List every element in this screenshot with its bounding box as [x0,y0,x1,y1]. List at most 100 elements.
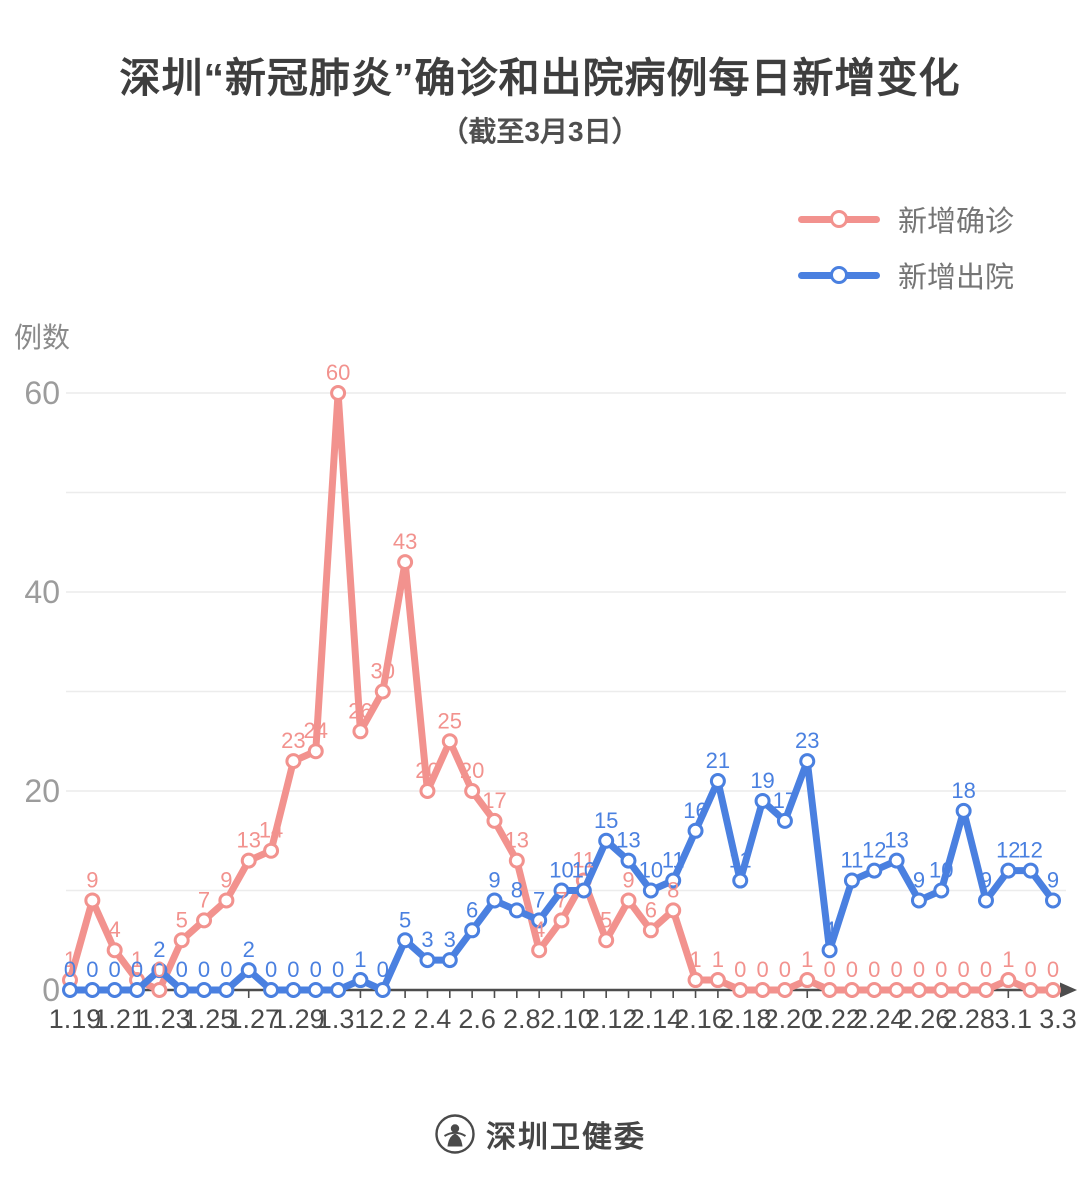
discharged-point [799,753,816,770]
x-tick-label: 2.2 [369,1004,407,1034]
confirmed-point-label: 7 [198,887,210,912]
confirmed-point [1045,982,1061,998]
discharged-point-label: 3 [421,927,433,952]
discharged-point [776,812,793,829]
discharged-point [709,773,726,790]
discharged-point-label: 2 [243,937,255,962]
discharged-point-label: 10 [929,858,953,883]
confirmed-point-label: 20 [415,758,439,783]
discharged-point-label: 0 [64,957,76,982]
discharged-point-label: 4 [823,917,835,942]
confirmed-point-label: 60 [326,360,350,385]
discharged-point [754,792,771,809]
x-tick-label: 2.20 [764,1004,817,1034]
x-tick-label: 2.12 [585,1004,638,1034]
x-tick-label: 2.6 [458,1004,496,1034]
confirmed-point [933,982,950,998]
confirmed-point-label: 0 [868,957,880,982]
discharged-point-label: 0 [377,957,389,982]
discharged-point-label: 18 [951,778,975,803]
confirmed-point-label: 0 [846,957,858,982]
confirmed-point-label: 0 [779,957,791,982]
discharged-point-label: 12 [862,838,886,863]
discharged-point [821,942,838,959]
confirmed-point-label: 1 [64,947,76,972]
legend-label-confirmed: 新增确诊 [897,206,1014,238]
discharged-point-label: 10 [639,858,663,883]
discharged-point [955,802,972,819]
confirmed-point-label: 13 [236,828,260,853]
confirmed-point-label: 0 [153,957,165,982]
x-tick-label: 2.24 [853,1004,906,1034]
discharged-point-label: 19 [750,768,774,793]
confirmed-point-label: 6 [645,897,657,922]
footer-brand: 深圳卫健委 [0,1112,1080,1156]
legend: 新增确诊 新增出院 [797,198,1014,296]
confirmed-point [486,812,503,829]
confirmed-point [464,783,481,799]
discharged-point [888,852,905,869]
confirmed-point [263,842,280,859]
discharged-point-label: 3 [444,927,456,952]
confirmed-point [843,982,860,998]
discharged-point [352,972,369,989]
discharged-point [330,982,347,998]
discharged-point [441,952,458,969]
discharged-point-label: 12 [1018,838,1042,863]
confirmed-point-label: 1 [131,947,143,972]
confirmed-point [732,982,749,998]
discharged-point [933,882,950,899]
x-axis-arrow-icon [1060,982,1077,998]
confirmed-point-label: 43 [393,529,417,554]
discharged-point [620,852,637,869]
confirmed-point-label: 17 [482,788,506,813]
szhc-logo-icon [435,1114,475,1154]
discharged-point-label: 9 [980,867,992,892]
y-tick-label: 40 [24,574,60,610]
page-subtitle: （截至3月3日） [440,116,640,147]
discharged-point-label: 6 [466,897,478,922]
confirmed-point [218,892,235,909]
discharged-point-label: 0 [131,957,143,982]
confirmed-point [776,982,793,998]
x-tick-label: 3.1 [995,1004,1033,1034]
discharged-point [598,832,615,849]
confirmed-point [598,932,615,949]
discharged-point-label: 2 [153,937,165,962]
x-tick-label: 1.27 [227,1004,280,1034]
discharged-point [486,892,503,909]
confirmed-point [687,972,704,989]
discharged-point [106,982,123,998]
discharged-point-label: 11 [662,848,685,873]
confirmed-point-label: 9 [86,867,98,892]
confirmed-point [642,922,659,939]
x-tick-label: 3.3 [1039,1004,1077,1034]
confirmed-point [977,982,994,998]
discharged-point-label: 0 [265,957,277,982]
discharged-point-label: 0 [220,957,232,982]
discharged-point [464,922,481,939]
confirmed-point-label: 0 [1025,957,1037,982]
confirmed-point [553,912,570,929]
confirmed-point-label: 13 [505,828,529,853]
discharged-point-label: 15 [594,808,618,833]
confirmed-point [196,912,213,929]
discharged-point [1045,892,1061,909]
discharged-point-label: 9 [1047,867,1059,892]
confirmed-point-icon [829,210,848,228]
confirmed-point-label: 0 [823,957,835,982]
discharged-point-icon [829,266,848,284]
discharged-point [553,882,570,899]
confirmed-point-label: 0 [913,957,925,982]
discharged-point [84,982,101,998]
discharged-point [196,982,213,998]
confirmed-point-label: 0 [756,957,768,982]
discharged-point-label: 16 [683,798,707,823]
x-tick-label: 1.29 [272,1004,325,1034]
confirmed-point-label: 1 [689,947,701,972]
confirmed-point-label: 4 [533,917,545,942]
confirmed-point [821,982,838,998]
x-tick-label: 2.8 [503,1004,541,1034]
discharged-point-label: 10 [572,858,596,883]
